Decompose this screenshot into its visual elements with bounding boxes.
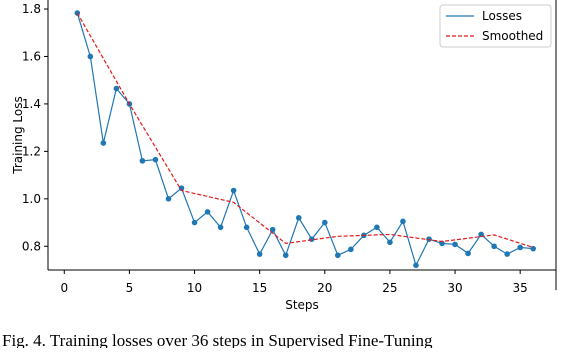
point [139, 158, 146, 164]
y-tick-label: 1.4 [22, 97, 41, 111]
y-tick-label: 1.0 [22, 192, 41, 206]
x-tick-label: 15 [252, 281, 267, 295]
point [517, 244, 523, 251]
point [439, 240, 445, 247]
x-tick-label: 30 [447, 281, 462, 295]
point [321, 219, 328, 226]
point [230, 187, 237, 194]
x-tick-label: 5 [126, 281, 134, 295]
point [100, 140, 107, 146]
legend-label: Smoothed [482, 29, 543, 43]
point [295, 215, 302, 221]
x-axis-label: Steps [285, 298, 319, 312]
line [76, 12, 534, 267]
point [308, 236, 315, 242]
point [282, 252, 289, 259]
point [504, 251, 510, 257]
point [530, 245, 537, 252]
x-tick-label: 10 [187, 281, 202, 295]
point [452, 241, 458, 248]
y-tick-label: 1.6 [22, 49, 41, 63]
caption: Fig. 4. Training losses over 36 steps in… [2, 331, 433, 348]
legend-label: Losses [482, 9, 522, 23]
x-tick-label: 0 [60, 281, 68, 295]
x-tick-label: 25 [382, 281, 397, 295]
point [256, 251, 263, 257]
x-tick-label: 20 [317, 281, 332, 295]
point [387, 239, 393, 246]
y-tick-label: 0.8 [22, 239, 41, 253]
point [87, 53, 94, 60]
point [465, 250, 471, 257]
point [413, 262, 419, 269]
point [152, 156, 159, 163]
point [165, 196, 172, 202]
point [348, 246, 354, 253]
point [374, 224, 380, 231]
point [243, 224, 250, 231]
line [76, 12, 534, 249]
point [74, 10, 81, 16]
point [217, 224, 224, 231]
point [178, 185, 185, 191]
y-tick-label: 1.8 [22, 2, 41, 16]
x-tick-label: 35 [513, 281, 528, 295]
point [400, 218, 406, 225]
point [191, 219, 198, 226]
point [269, 226, 276, 233]
y-axis-label: Training Loss [11, 96, 25, 174]
point [204, 209, 211, 215]
point [491, 243, 497, 250]
y-tick-label: 1.2 [22, 144, 41, 158]
point [113, 85, 120, 92]
point [335, 252, 341, 259]
